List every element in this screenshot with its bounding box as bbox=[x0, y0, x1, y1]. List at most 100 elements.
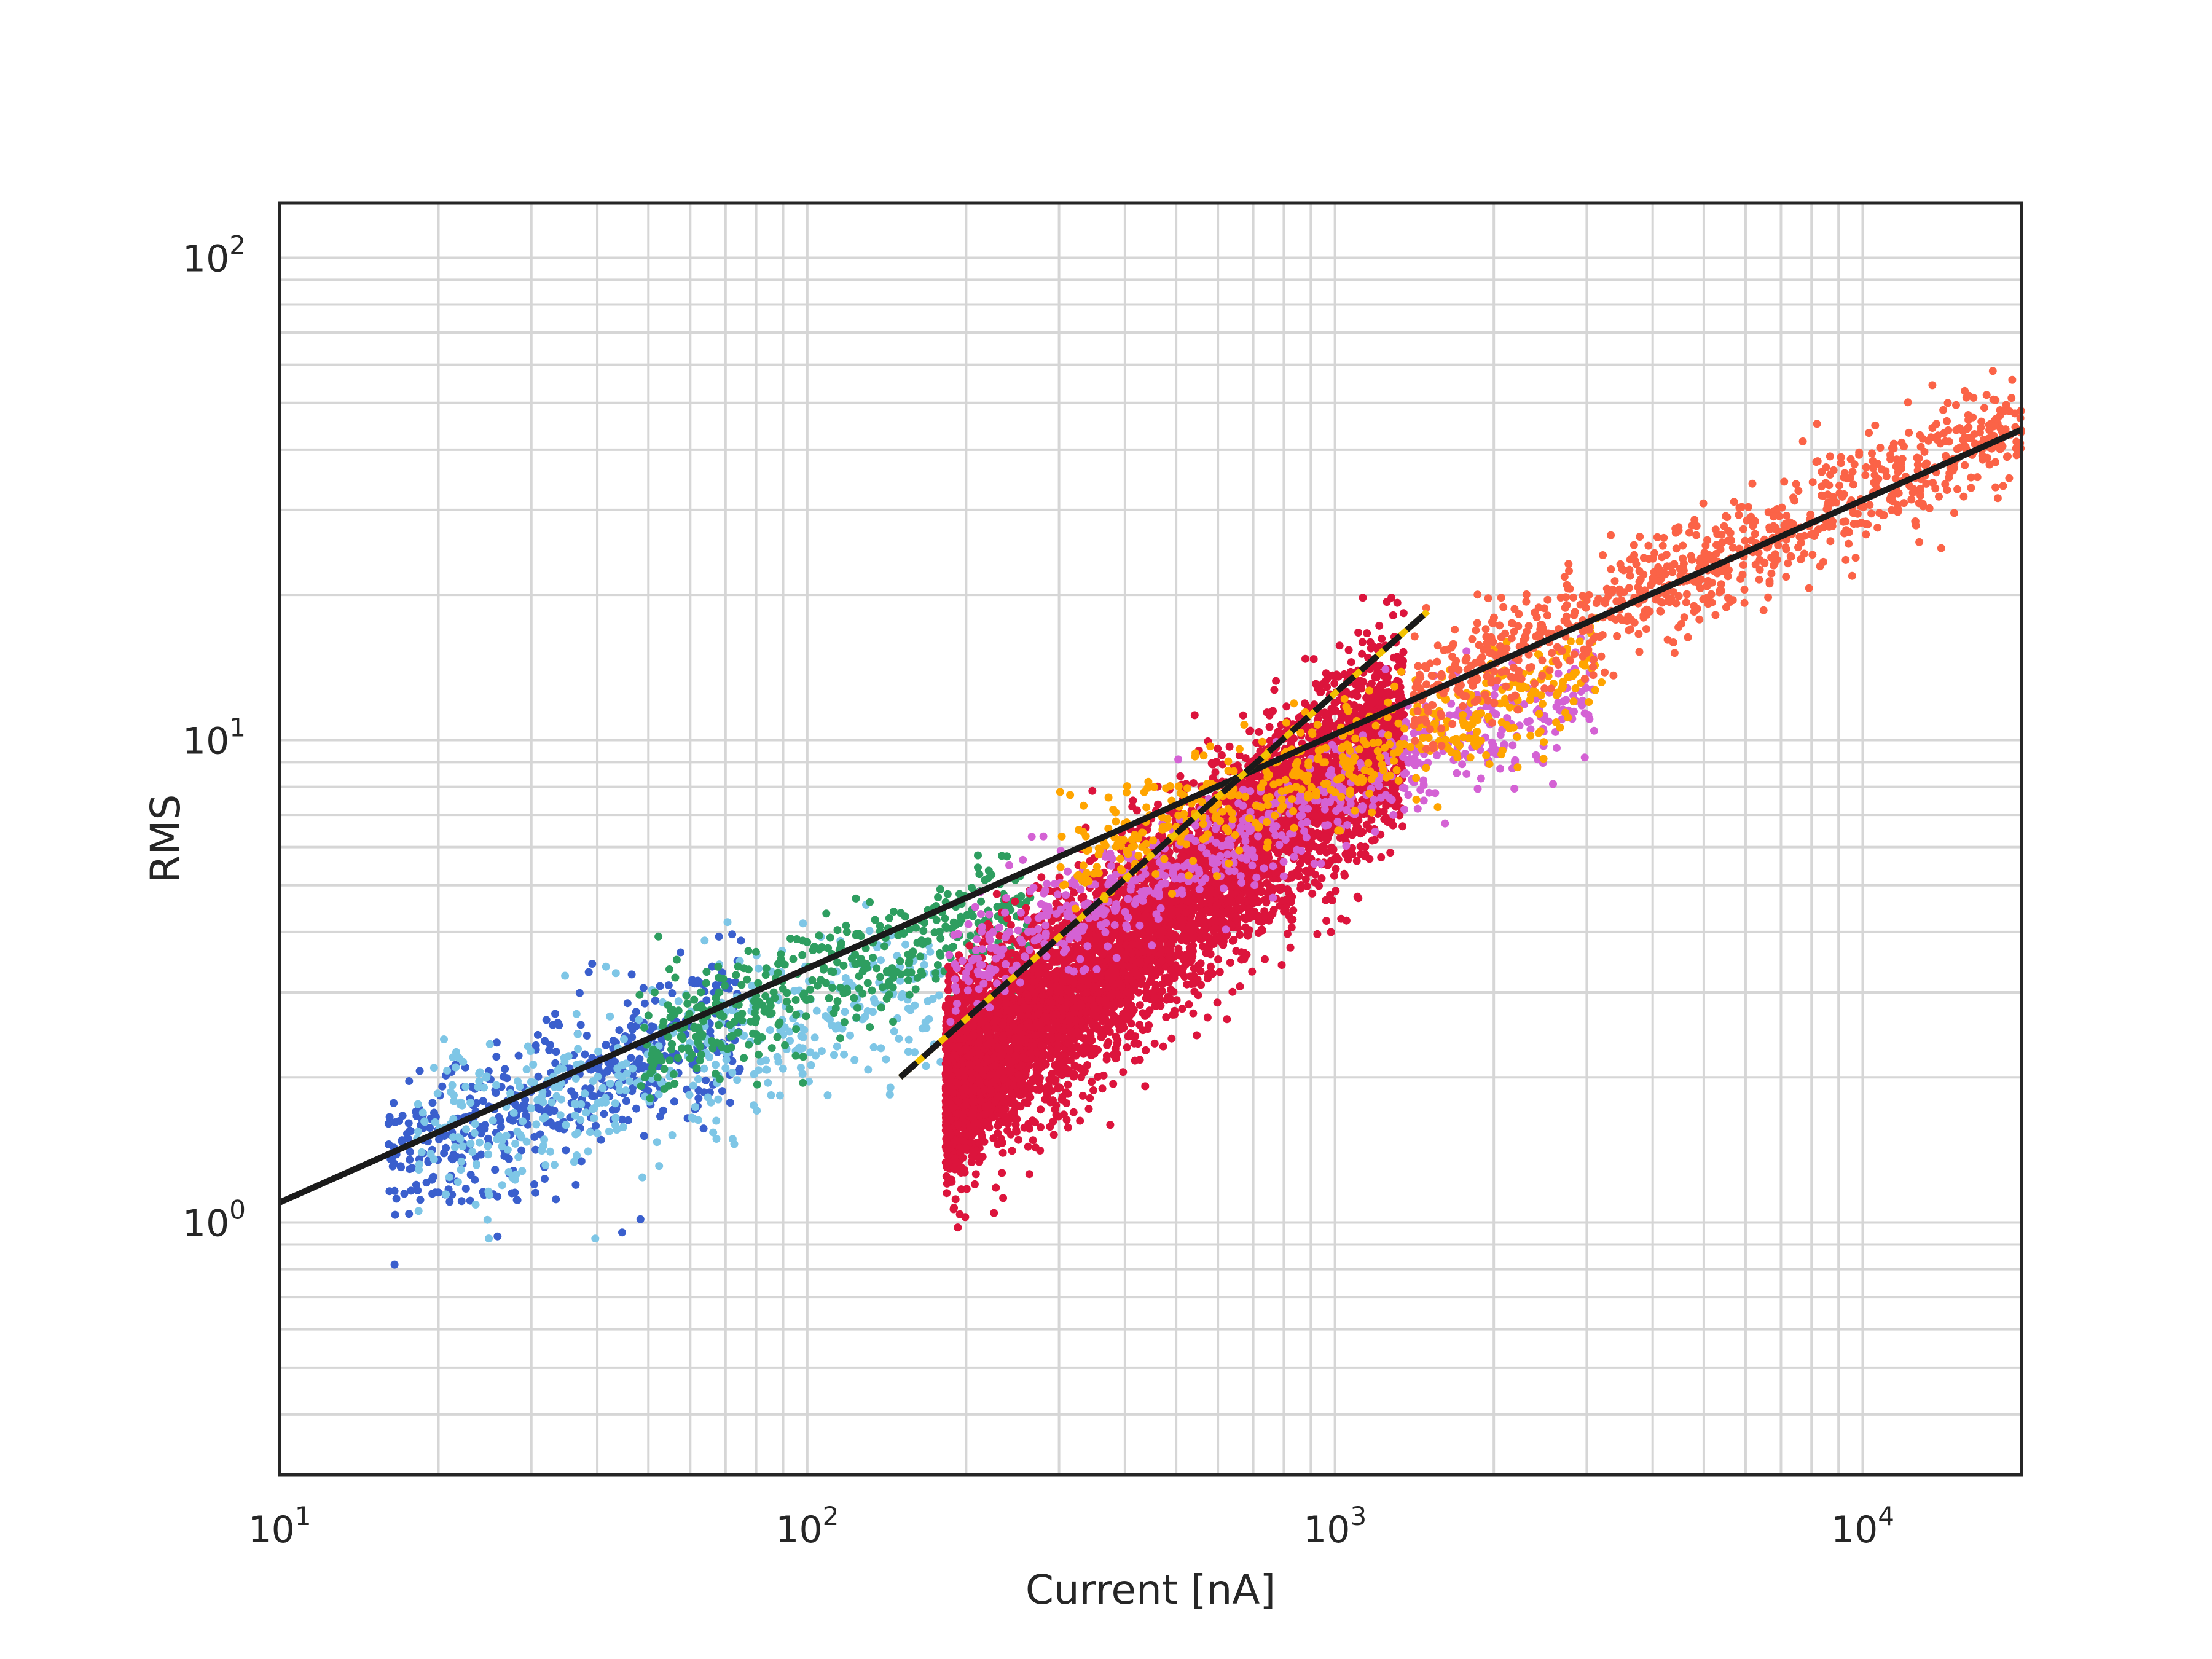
scatter-point bbox=[471, 1201, 480, 1209]
scatter-point bbox=[846, 1031, 854, 1040]
scatter-point bbox=[699, 1017, 707, 1026]
scatter-point bbox=[896, 909, 905, 917]
scatter-point bbox=[552, 1092, 561, 1100]
scatter-point bbox=[534, 1072, 543, 1081]
scatter-point bbox=[390, 1260, 399, 1269]
scatter-point bbox=[933, 961, 942, 969]
scatter-point bbox=[951, 921, 960, 930]
scatter-point bbox=[1335, 641, 1344, 650]
scatter-point bbox=[493, 1135, 501, 1143]
scatter-point bbox=[836, 983, 845, 992]
scatter-point bbox=[836, 1034, 844, 1043]
scatter-point bbox=[726, 1099, 734, 1107]
scatter-point bbox=[442, 1143, 450, 1152]
scatter-point bbox=[798, 1070, 807, 1078]
scatter-point bbox=[1236, 931, 1244, 939]
scatter-point bbox=[683, 999, 692, 1008]
scatter-point bbox=[691, 1103, 700, 1111]
scatter-point bbox=[541, 1175, 549, 1183]
scatter-point bbox=[668, 1131, 677, 1139]
scatter-point bbox=[597, 1135, 605, 1144]
scatter-point bbox=[789, 955, 798, 963]
scatter-point bbox=[998, 1139, 1006, 1147]
scatter-point bbox=[767, 1091, 775, 1099]
scatter-point bbox=[810, 1033, 819, 1042]
scatter-point bbox=[627, 970, 636, 979]
scatter-point bbox=[552, 1195, 560, 1204]
scatter-point bbox=[407, 1127, 415, 1135]
scatter-point bbox=[635, 1016, 643, 1024]
scatter-point bbox=[712, 1135, 721, 1143]
scatter-point bbox=[722, 1056, 731, 1064]
scatter-point bbox=[654, 1090, 663, 1099]
scatter-point bbox=[685, 1091, 694, 1099]
scatter-point bbox=[644, 1011, 653, 1020]
scatter-point bbox=[1232, 947, 1241, 955]
scatter-point bbox=[629, 1084, 637, 1092]
scatter-point bbox=[944, 977, 953, 986]
scatter-point bbox=[677, 948, 685, 957]
scatter-point bbox=[1088, 1078, 1096, 1086]
scatter-point bbox=[752, 1030, 761, 1039]
scatter-point bbox=[850, 1056, 859, 1064]
scatter-point bbox=[554, 1066, 562, 1075]
scatter-point bbox=[866, 1023, 874, 1032]
scatter-point bbox=[555, 1021, 563, 1030]
scatter-point bbox=[1282, 702, 1291, 711]
scatter-point bbox=[1045, 1075, 1054, 1084]
scatter-point bbox=[727, 1043, 735, 1052]
scatter-point bbox=[840, 1050, 849, 1059]
scatter-point bbox=[712, 1069, 720, 1078]
scatter-point bbox=[588, 960, 597, 968]
scatter-point bbox=[550, 1083, 559, 1091]
scatter-point bbox=[1014, 1135, 1022, 1144]
scatter-point bbox=[428, 1190, 437, 1198]
scatter-point bbox=[1066, 1056, 1075, 1065]
scatter-point bbox=[696, 1056, 704, 1065]
scatter-point bbox=[637, 1082, 645, 1091]
scatter-point bbox=[498, 1181, 506, 1190]
scatter-point bbox=[443, 1066, 452, 1075]
scatter-point bbox=[808, 976, 817, 984]
scatter-point bbox=[689, 1114, 697, 1123]
scatter-point bbox=[998, 852, 1006, 860]
scatter-point bbox=[562, 1121, 570, 1129]
scatter-point bbox=[511, 1175, 519, 1184]
scatter-point bbox=[435, 1135, 443, 1143]
scatter-point bbox=[646, 1094, 654, 1102]
scatter-point bbox=[590, 1114, 598, 1123]
scatter-point bbox=[918, 1024, 927, 1033]
scatter-point bbox=[755, 964, 763, 973]
scatter-point bbox=[616, 1086, 624, 1095]
scatter-point bbox=[686, 1054, 694, 1063]
scatter-point bbox=[876, 922, 884, 930]
scatter-point bbox=[869, 1043, 878, 1051]
scatter-point bbox=[721, 981, 729, 990]
scatter-point bbox=[635, 990, 644, 999]
scatter-point bbox=[869, 954, 877, 962]
scatter-point bbox=[1322, 917, 1331, 925]
scatter-point bbox=[670, 1097, 678, 1106]
scatter-point bbox=[672, 955, 681, 964]
scatter-point bbox=[531, 1188, 539, 1197]
scatter-point bbox=[1037, 1105, 1045, 1114]
scatter-point bbox=[391, 1210, 399, 1219]
scatter-point bbox=[840, 1018, 849, 1026]
scatter-point bbox=[501, 1065, 509, 1073]
scatter-point bbox=[799, 936, 807, 945]
scatter-point bbox=[984, 866, 993, 875]
scatter-point bbox=[636, 1215, 645, 1223]
scatter-point bbox=[827, 967, 836, 976]
scatter-point bbox=[1123, 1043, 1131, 1052]
scatter-point bbox=[611, 1057, 619, 1066]
scatter-point bbox=[885, 977, 893, 986]
scatter-point bbox=[514, 1153, 523, 1161]
scatter-point bbox=[760, 1007, 769, 1016]
scatter-point bbox=[777, 955, 785, 963]
scatter-point bbox=[1104, 1038, 1113, 1046]
scatter-point bbox=[984, 874, 992, 883]
scatter-point bbox=[912, 924, 920, 932]
scatter-point bbox=[667, 1013, 675, 1022]
scatter-point bbox=[476, 1138, 484, 1147]
scatter-point bbox=[522, 1111, 530, 1120]
